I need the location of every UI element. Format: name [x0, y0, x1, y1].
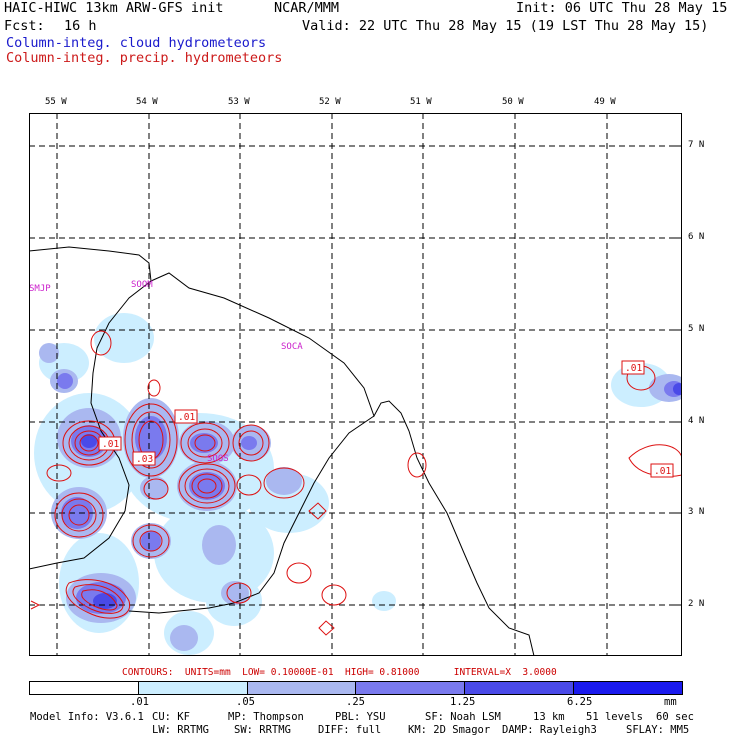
model-info: PBL: YSU: [335, 711, 386, 723]
model-info: LW: RRTMG: [152, 724, 209, 736]
lon-label: 55 W: [45, 97, 67, 107]
model-info: MP: Thompson: [228, 711, 304, 723]
lat-label: 6 N: [688, 232, 705, 242]
legend-precip: Column-integ. precip. hydrometeors: [6, 50, 283, 66]
model-info: DIFF: full: [318, 724, 382, 736]
legend-cloud: Column-integ. cloud hydrometeors: [6, 35, 267, 51]
model-info: KM: 2D Smagor: [408, 724, 491, 736]
model-info: Model Info: V3.6.1: [30, 711, 144, 723]
valid-time: Valid: 22 UTC Thu 28 May 15 (19 LST Thu …: [302, 18, 709, 34]
lon-label: 52 W: [319, 97, 341, 107]
model-info: SFLAY: MM5: [626, 724, 690, 736]
forecast-label: Fcst:: [4, 18, 45, 34]
init-time: Init: 06 UTC Thu 28 May 15: [516, 0, 728, 16]
station-label: SOCA: [281, 342, 303, 352]
model-info: CU: KF: [152, 711, 190, 723]
model-info: DAMP: Rayleigh3: [502, 724, 597, 736]
contour-label-boxes: [98, 360, 674, 478]
colorbar-units: mm: [664, 696, 677, 708]
lon-label: 49 W: [594, 97, 616, 107]
contour-label: .01: [654, 466, 671, 477]
colorbar-bin: [573, 682, 682, 694]
lat-label: 4 N: [688, 416, 705, 426]
colorbar-bin: [246, 682, 356, 694]
model-info: 51 levels: [586, 711, 643, 723]
lon-label: 54 W: [136, 97, 158, 107]
map-panel: .01 .01 .03 .01 .01 SMJP SOOM SOCA SOOS: [29, 113, 682, 656]
lat-label: 7 N: [688, 140, 705, 150]
model-info: 60 sec: [656, 711, 694, 723]
colorbar-bin: [464, 682, 574, 694]
station-label: SOOS: [207, 454, 229, 464]
station-label: SOOM: [131, 280, 153, 290]
station-labels: SMJP SOOM SOCA SOOS: [29, 280, 303, 464]
colorbar-label: 6.25: [567, 696, 593, 708]
lat-label: 2 N: [688, 599, 705, 609]
lon-label: 51 W: [410, 97, 432, 107]
colorbar: [29, 681, 683, 695]
contours-info: CONTOURS: UNITS=mm LOW= 0.10000E-01 HIGH…: [122, 667, 557, 678]
contour-label: .01: [178, 412, 195, 423]
colorbar-bin: [137, 682, 247, 694]
contour-label: .01: [102, 439, 119, 450]
org-label: NCAR/MMM: [274, 0, 340, 16]
lat-label: 3 N: [688, 507, 705, 517]
colorbar-label: .01: [130, 696, 149, 708]
lon-label: 50 W: [502, 97, 524, 107]
colorbar-label: .05: [236, 696, 255, 708]
model-info: SW: RRTMG: [234, 724, 291, 736]
lon-label: 53 W: [228, 97, 250, 107]
colorbar-bin: [30, 682, 138, 694]
model-info: 13 km: [533, 711, 565, 723]
contour-label: .01: [625, 363, 642, 374]
station-label: SMJP: [29, 284, 51, 294]
colorbar-label: .25: [346, 696, 365, 708]
map-frame: [29, 113, 682, 656]
model-title: HAIC-HIWC 13km ARW-GFS init: [4, 0, 224, 16]
contour-label: .03: [136, 454, 153, 465]
forecast-hour: 16 h: [64, 18, 97, 34]
contour-label-texts: .01 .01 .03 .01 .01: [102, 363, 671, 477]
colorbar-bin: [355, 682, 465, 694]
lat-label: 5 N: [688, 324, 705, 334]
precip-contours: [30, 330, 682, 636]
model-info: SF: Noah LSM: [425, 711, 501, 723]
colorbar-label: 1.25: [450, 696, 476, 708]
